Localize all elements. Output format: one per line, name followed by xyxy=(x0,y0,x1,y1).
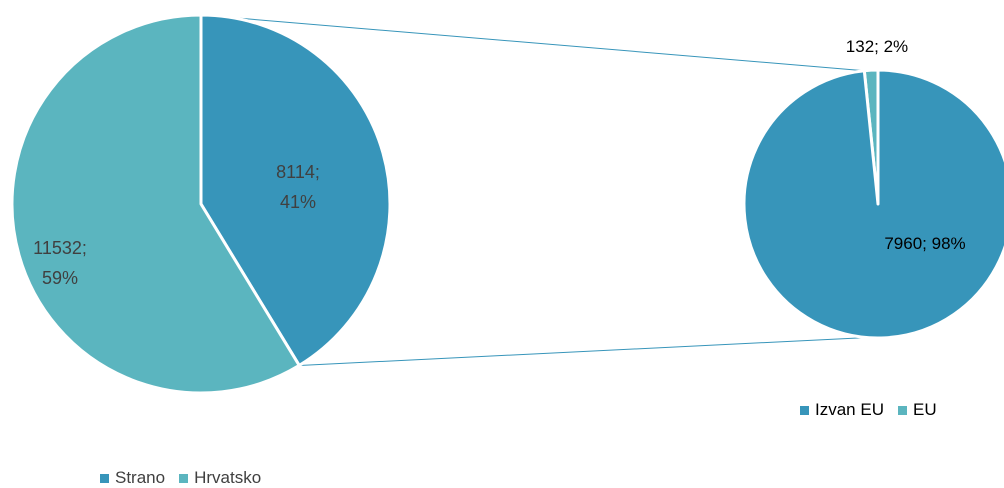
connector-top xyxy=(200,14,865,72)
slice-label-strano-percent: 41% xyxy=(280,192,316,212)
secondary-legend: Izvan EU EU xyxy=(800,400,937,420)
connector-lines xyxy=(200,14,869,366)
legend-swatch-hrvatsko xyxy=(179,473,189,483)
secondary-pie xyxy=(742,68,1004,340)
legend-label-hrvatsko: Hrvatsko xyxy=(194,468,262,487)
slice-label-hrvatsko-percent: 59% xyxy=(42,268,78,288)
slice-label-hrvatsko-value: 11532; xyxy=(33,238,87,258)
legend-item-eu: EU xyxy=(897,400,937,420)
pie-slice-strano xyxy=(199,13,392,367)
slice-label-izvan-eu: 7960; 98% xyxy=(884,234,965,253)
legend-item-izvan-eu: Izvan EU xyxy=(800,400,884,420)
main-pie xyxy=(10,13,392,395)
secondary-slice-izvan-eu xyxy=(742,68,1004,340)
legend-swatch-eu xyxy=(897,405,907,415)
legend-item-hrvatsko: Hrvatsko xyxy=(179,468,261,488)
connector-bottom xyxy=(299,337,869,366)
legend-swatch-izvan-eu xyxy=(800,405,809,415)
legend-label-strano: Strano xyxy=(115,468,166,487)
main-legend: Strano Hrvatsko xyxy=(100,468,261,488)
legend-swatch-strano xyxy=(100,473,109,483)
legend-label-eu: EU xyxy=(912,400,937,419)
slice-label-strano-value: 8114; xyxy=(276,162,320,182)
legend-label-izvan-eu: Izvan EU xyxy=(815,400,884,419)
pie-slice-hrvatsko xyxy=(10,13,301,395)
slice-label-eu: 132; 2% xyxy=(846,37,908,56)
legend-item-strano: Strano xyxy=(100,468,165,488)
